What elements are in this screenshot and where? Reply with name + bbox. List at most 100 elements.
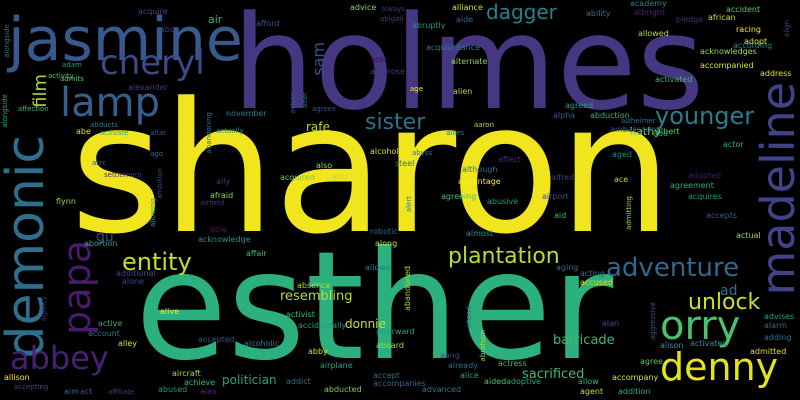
word: according — [733, 41, 773, 50]
word: acknowledge — [198, 235, 251, 244]
word: acid — [370, 55, 387, 64]
word: sam — [309, 42, 328, 76]
word: also — [316, 161, 333, 170]
word: accidentally — [298, 321, 347, 330]
word: abortion — [84, 239, 118, 248]
word: ahead — [465, 306, 473, 328]
word: altar — [150, 129, 167, 137]
word: racing — [736, 25, 761, 34]
word: academy — [630, 0, 667, 8]
word: allies — [446, 129, 465, 137]
word: ambassador — [610, 125, 660, 134]
word: abraham — [479, 330, 487, 362]
word: abe — [76, 127, 91, 136]
word: airplane — [320, 361, 353, 370]
word: admits — [60, 75, 84, 83]
word: sharon — [70, 65, 672, 274]
word: agreed — [565, 101, 594, 110]
word: advantage — [458, 177, 501, 186]
word: aging — [556, 263, 579, 272]
word: alpha — [553, 111, 576, 120]
word: african — [708, 13, 736, 22]
word: ambition — [156, 168, 164, 199]
word: allows — [365, 263, 390, 272]
word: additional — [116, 269, 156, 278]
word: actor — [723, 140, 744, 149]
word: alley — [118, 339, 138, 348]
word: account — [88, 329, 120, 338]
word: adopt — [744, 37, 768, 46]
word: add — [653, 129, 669, 138]
word: steel — [395, 159, 415, 168]
word: agency — [40, 296, 48, 322]
word: affection — [18, 105, 49, 113]
word: ability — [586, 9, 611, 18]
word: jasmine — [8, 5, 243, 75]
word: alzheimer — [621, 117, 656, 125]
word: actress — [498, 359, 527, 368]
word: accepted — [198, 335, 235, 344]
word: airfield — [200, 199, 225, 207]
word: actually — [216, 127, 244, 135]
word: acquires — [688, 192, 722, 201]
word: alex — [200, 387, 217, 396]
word: alternate — [451, 57, 488, 66]
word: afford — [256, 19, 280, 28]
word: able — [210, 225, 228, 234]
word: alison — [660, 341, 684, 350]
word: abandoned — [403, 266, 412, 311]
word: adding — [764, 333, 792, 342]
word: dagger — [486, 0, 557, 24]
word: advice — [350, 3, 377, 12]
word: actual — [736, 231, 761, 240]
word: sacrificed — [522, 367, 585, 382]
word: demonic — [0, 135, 56, 359]
word: agreement — [670, 181, 714, 190]
word: alice — [460, 371, 479, 380]
word: abby — [308, 347, 328, 356]
word: abandoning — [205, 112, 213, 154]
word: abbey — [10, 339, 109, 377]
word: resembling — [280, 289, 353, 304]
word: almost — [466, 229, 494, 238]
word: allison — [4, 373, 30, 382]
word: agent — [580, 387, 604, 396]
word: activated — [655, 75, 693, 84]
word: robotic — [370, 227, 398, 236]
word: acquire — [138, 7, 168, 16]
word: orry — [660, 303, 741, 349]
word: accepting — [14, 383, 49, 391]
word: act — [80, 387, 93, 396]
word: activist — [286, 310, 315, 319]
word: advanced — [422, 385, 462, 394]
word: acquired — [280, 173, 315, 182]
word: activate — [100, 129, 129, 137]
word: holmes — [232, 0, 705, 139]
word: acquaintance — [426, 43, 481, 52]
word: rafe — [306, 120, 330, 134]
word: already — [448, 361, 478, 370]
word: acknowledges — [700, 47, 757, 56]
word: abducts — [90, 121, 118, 129]
word: aircraft — [172, 369, 201, 378]
word: afraid — [210, 191, 234, 200]
word: affiliate — [108, 388, 135, 396]
word: entity — [122, 248, 192, 276]
word: younger — [655, 102, 755, 130]
word: unlock — [688, 290, 761, 315]
word: alert — [405, 196, 413, 213]
word: accepts — [706, 211, 738, 220]
word: allowed — [638, 29, 669, 38]
word: activity — [48, 72, 74, 80]
word: abu — [332, 172, 348, 181]
word: accident — [726, 5, 761, 14]
word: affect — [498, 155, 521, 164]
word: abused — [158, 385, 188, 394]
word: albert — [656, 127, 680, 136]
word: abuse — [495, 277, 520, 286]
word: admitted — [750, 347, 787, 356]
word: admitting — [625, 196, 633, 230]
word: absence — [297, 281, 331, 290]
word: aaron — [474, 121, 495, 129]
